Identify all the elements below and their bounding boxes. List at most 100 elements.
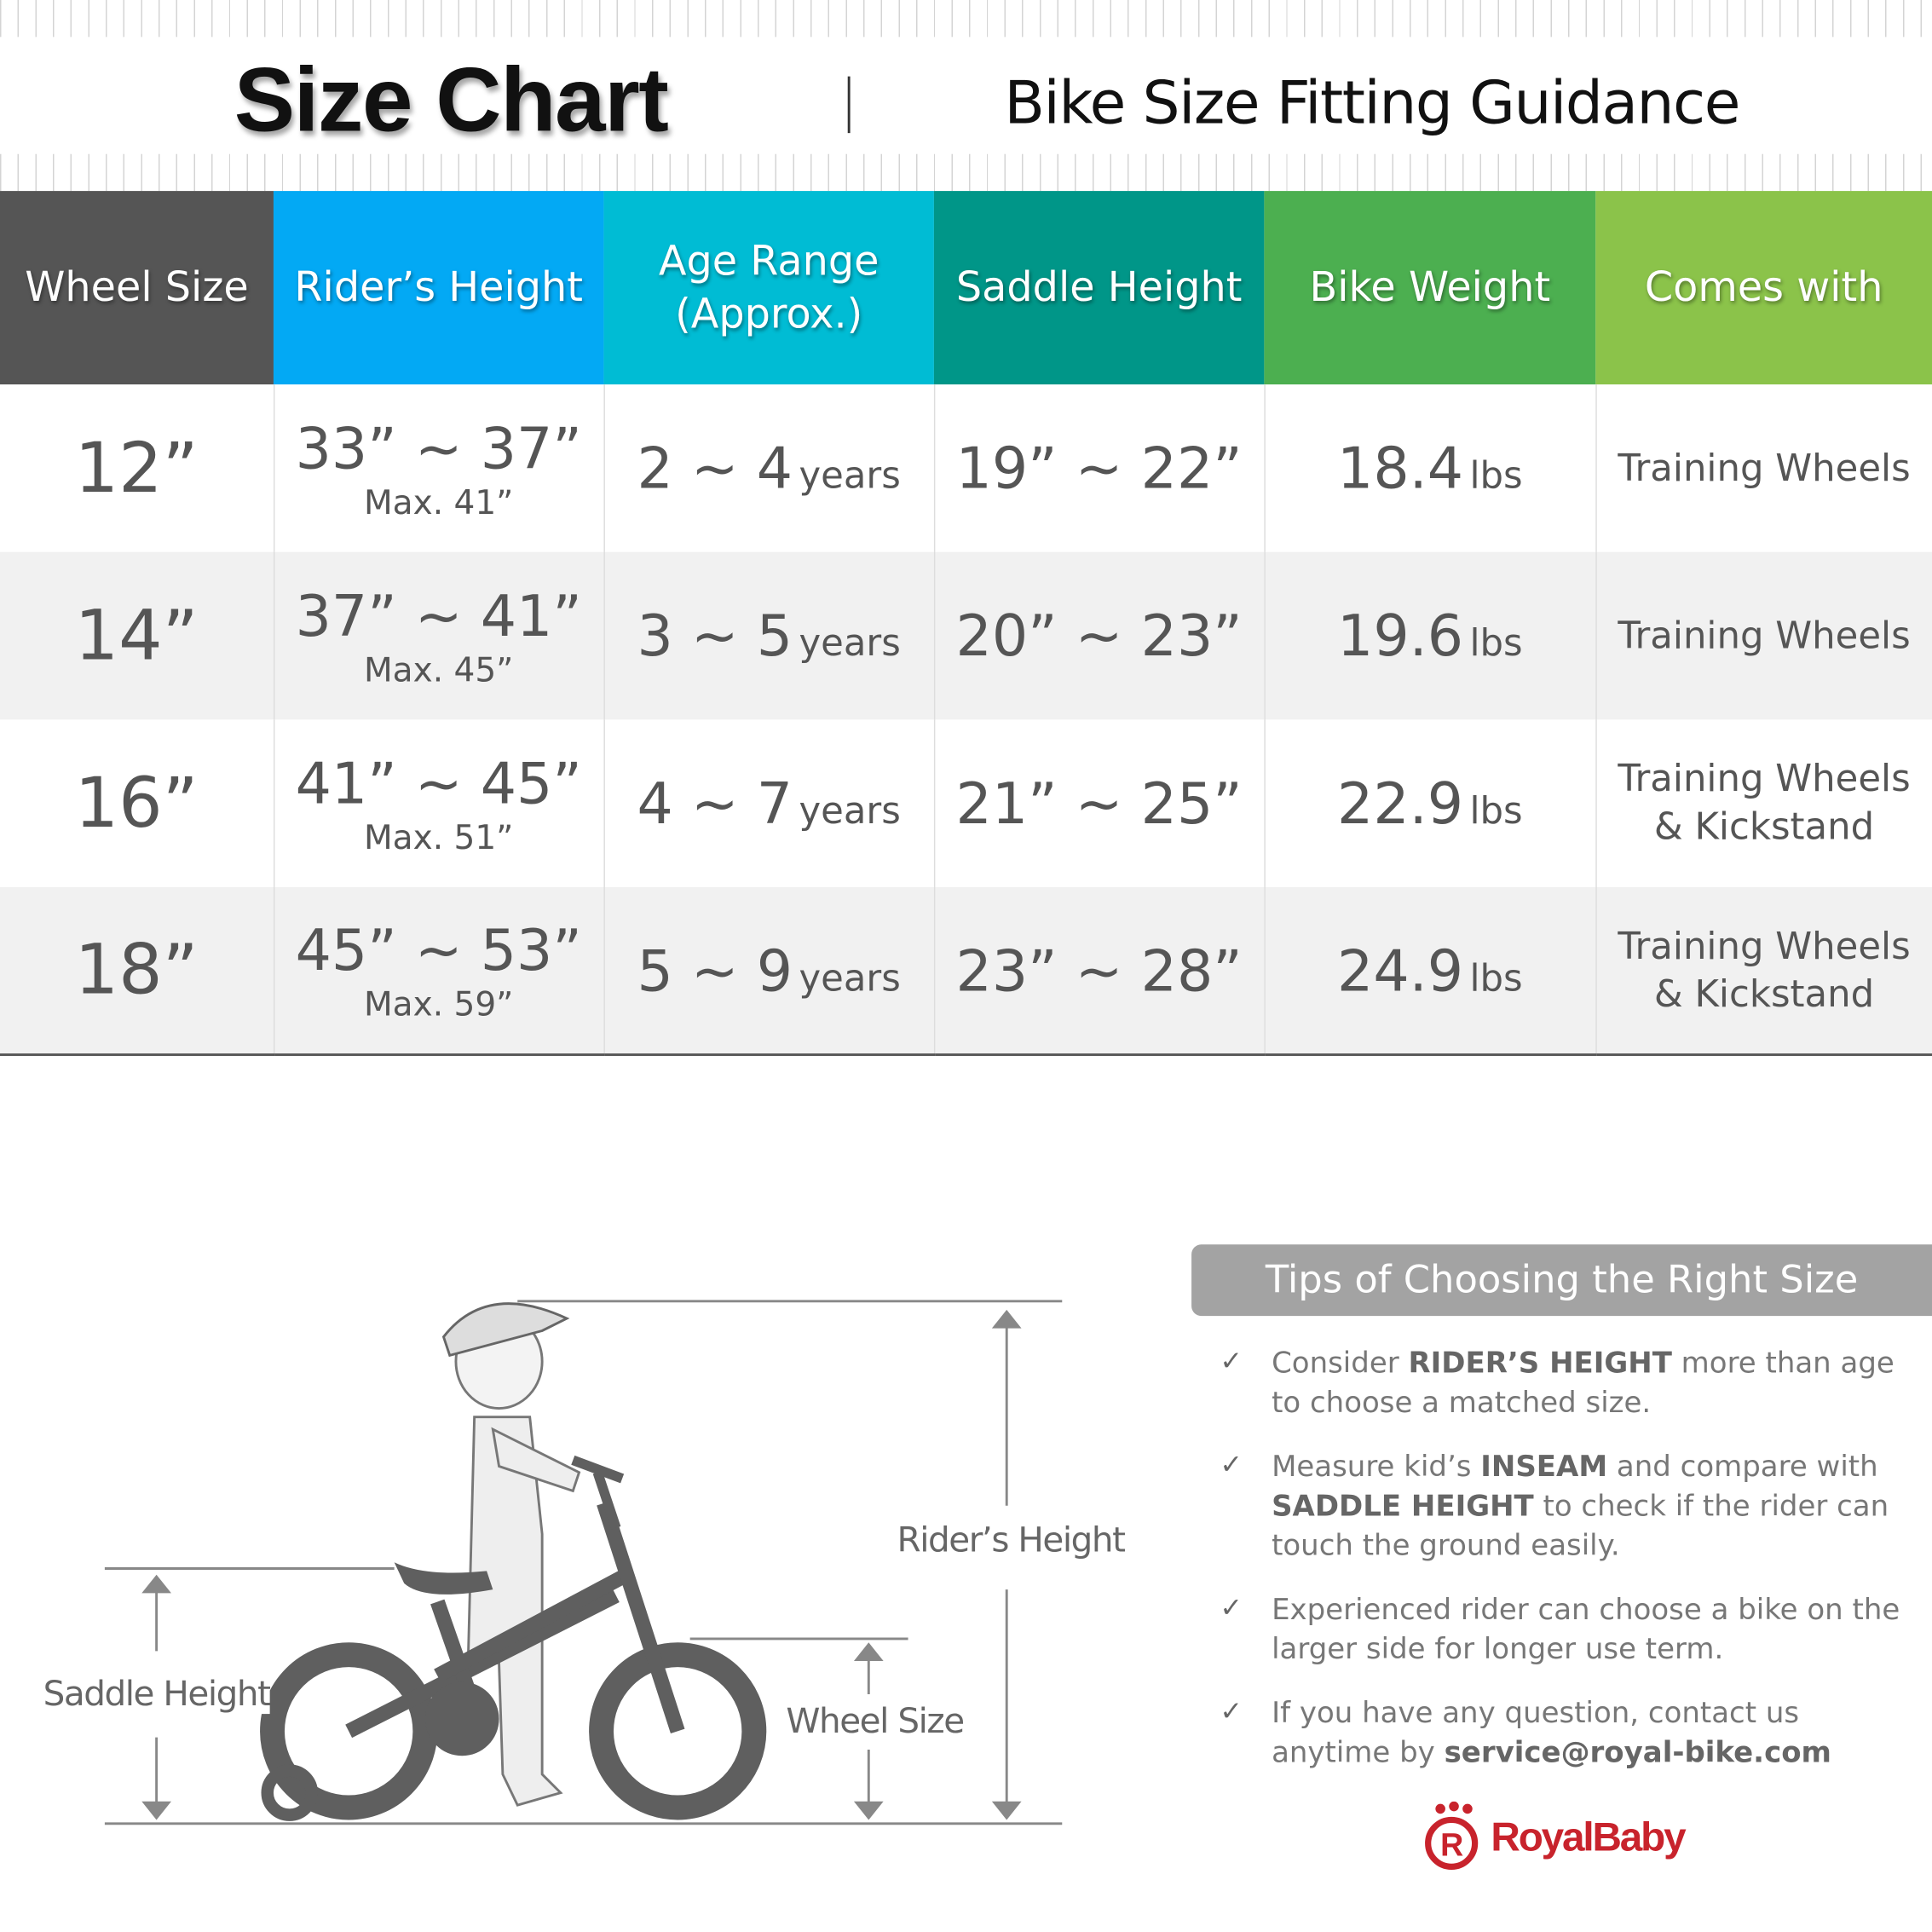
tip-text: to check if the rider can touch the grou…	[1272, 1488, 1889, 1563]
table-row: 14” 37” ~ 41” Max. 45” 3 ~ 5 years 20” ~ 23”…	[0, 551, 1932, 720]
riders-height-cell: 41” ~ 45” Max. 51”	[273, 719, 605, 887]
royalbaby-logo-text: RoyalBaby	[1491, 1814, 1686, 1860]
bike-weight-cell: 19.6 lbs	[1264, 551, 1597, 720]
tip-text: Experienced rider can choose a bike on t…	[1272, 1591, 1900, 1666]
helmet	[441, 1302, 570, 1358]
weight-unit: lbs	[1469, 956, 1523, 1001]
bike-weight-cell: 24.9 lbs	[1264, 886, 1597, 1057]
comes-with-cell: Training Wheels	[1595, 384, 1932, 552]
tip-text: If you have any question, contact us any…	[1272, 1695, 1800, 1770]
tip-item: ✓ Consider RIDER’S HEIGHT more than age t…	[1220, 1343, 1910, 1422]
saddle-height-cell: 19” ~ 22”	[933, 384, 1266, 552]
bike	[260, 1455, 767, 1821]
max-height: Max. 59”	[363, 985, 514, 1024]
tip-text: Measure kid’s	[1272, 1449, 1481, 1484]
svg-text:R: R	[1440, 1826, 1463, 1862]
weight-unit: lbs	[1469, 454, 1523, 499]
saddle-height-cell: 20” ~ 23”	[933, 551, 1266, 720]
saddle-height: 23” ~ 28”	[955, 937, 1243, 1004]
height-range: 41” ~ 45”	[295, 749, 582, 816]
age-range: 5 ~ 9	[637, 937, 793, 1004]
column-header: Saddle Height	[933, 191, 1265, 385]
checkmark-icon: ✓	[1220, 1696, 1243, 1728]
max-height: Max. 51”	[363, 818, 514, 857]
age-range: 2 ~ 4	[637, 435, 793, 502]
tip-text: more than age to choose a matched size.	[1272, 1345, 1895, 1420]
page-subtitle: Bike Size Fitting Guidance	[1004, 68, 1740, 138]
table-row: 16” 41” ~ 45” Max. 51” 4 ~ 7 years 21” ~ 25”…	[0, 719, 1932, 887]
comes-with-cell: Training Wheels & Kickstand	[1595, 886, 1932, 1057]
max-height: Max. 41”	[363, 483, 514, 522]
size-table: Wheel Size Rider’s Height Age Range (Appro…	[0, 191, 1932, 1057]
comes-with-cell: Training Wheels & Kickstand	[1595, 719, 1932, 887]
saddle-height-label: Saddle Height	[43, 1673, 271, 1715]
accessory: Training Wheels	[1618, 758, 1911, 801]
column-header: Comes with	[1595, 191, 1932, 385]
tip-text: Consider	[1272, 1345, 1409, 1381]
tip-item: ✓ Measure kid’s INSEAM and compare with S…	[1220, 1446, 1910, 1565]
accessory: Training Wheels	[1618, 925, 1911, 968]
table-row: 12” 33” ~ 37” Max. 41” 2 ~ 4 years 19” ~ 22”…	[0, 384, 1932, 552]
accessory: Training Wheels	[1618, 447, 1911, 490]
tip-bold: SADDLE HEIGHT	[1272, 1488, 1534, 1524]
checkmark-icon: ✓	[1220, 1347, 1243, 1378]
saddle-height: 21” ~ 25”	[955, 770, 1243, 837]
tips-header: Tips of Choosing the Right Size	[1191, 1244, 1932, 1317]
wheel-size-cell: 12”	[0, 384, 274, 552]
saddle-height-cell: 23” ~ 28”	[933, 886, 1266, 1057]
title-divider	[847, 76, 851, 134]
saddle-height: 19” ~ 22”	[955, 435, 1243, 502]
tip-item: ✓ If you have any question, contact us an…	[1220, 1693, 1910, 1773]
bike-weight: 24.9	[1337, 937, 1464, 1004]
riders-height-cell: 33” ~ 37” Max. 41”	[273, 384, 605, 552]
column-header: Rider’s Height	[273, 191, 604, 385]
riders-height-cell: 45” ~ 53” Max. 59”	[273, 886, 605, 1057]
tip-bold: INSEAM	[1480, 1449, 1608, 1484]
wheel-size: 14”	[74, 596, 199, 677]
age-unit: years	[799, 956, 901, 1001]
tip-bold: service@royal-bike.com	[1444, 1734, 1831, 1770]
age-range-cell: 2 ~ 4 years	[603, 384, 935, 552]
bike-weight: 22.9	[1337, 770, 1464, 837]
tip-item: ✓ Experienced rider can choose a bike on …	[1220, 1589, 1910, 1669]
table-row: 18” 45” ~ 53” Max. 59” 5 ~ 9 years 23” ~ 28”…	[0, 886, 1932, 1057]
saddle	[394, 1562, 493, 1595]
wheel-size: 18”	[74, 930, 199, 1011]
tip-text: and compare with	[1607, 1449, 1878, 1484]
arrow-heads	[141, 1309, 1022, 1820]
saddle-height: 20” ~ 23”	[955, 602, 1243, 670]
accessory-2: & Kickstand	[1653, 805, 1875, 850]
front-wheel	[589, 1642, 767, 1820]
riders-height-cell: 37” ~ 41” Max. 45”	[273, 551, 605, 720]
height-range: 37” ~ 41”	[295, 582, 582, 649]
height-range: 33” ~ 37”	[295, 414, 582, 482]
height-range: 45” ~ 53”	[295, 916, 582, 983]
age-range: 3 ~ 5	[637, 602, 793, 670]
riders-height-label: Rider’s Height	[897, 1519, 1126, 1560]
age-range: 4 ~ 7	[637, 770, 793, 837]
accessory-2: & Kickstand	[1653, 972, 1875, 1017]
bike-weight: 19.6	[1337, 602, 1464, 670]
column-header: Wheel Size	[0, 191, 274, 385]
wheel-size-cell: 16”	[0, 719, 274, 887]
tips-list: ✓ Consider RIDER’S HEIGHT more than age t…	[1220, 1343, 1910, 1796]
weight-unit: lbs	[1469, 622, 1523, 666]
ruler-decoration-top	[0, 0, 1932, 37]
column-header: Bike Weight	[1264, 191, 1596, 385]
weight-unit: lbs	[1469, 789, 1523, 833]
child-figure	[441, 1302, 581, 1807]
bike-weight-cell: 22.9 lbs	[1264, 719, 1597, 887]
bike-weight: 18.4	[1337, 435, 1464, 502]
comes-with-cell: Training Wheels	[1595, 552, 1932, 720]
age-unit: years	[799, 454, 901, 499]
checkmark-icon: ✓	[1220, 1450, 1243, 1481]
age-unit: years	[799, 622, 901, 666]
age-range-cell: 3 ~ 5 years	[603, 551, 935, 720]
ruler-decoration-bottom	[0, 153, 1932, 192]
wheel-size: 16”	[74, 763, 199, 844]
royalbaby-logo-icon: R	[1425, 1801, 1479, 1871]
wheel-size-cell: 18”	[0, 886, 274, 1057]
checkmark-icon: ✓	[1220, 1593, 1243, 1624]
